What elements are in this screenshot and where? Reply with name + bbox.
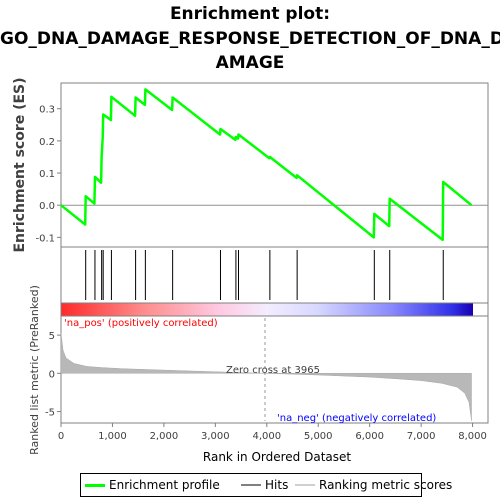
es-y-tick-label: 0.1 (39, 169, 55, 180)
metric-panel: -5 0 5 'na_pos' (positively correlated) 'n… (28, 285, 489, 455)
es-y-axis-label: Enrichment score (ES) (12, 77, 28, 252)
hit-markers (85, 250, 444, 300)
legend-swatch-metric (295, 484, 315, 486)
x-axis-label: Rank in Ordered Dataset (203, 450, 351, 464)
metric-y-tick-label: 5 (49, 331, 55, 342)
metric-y-axis-label: Ranked list metric (PreRanked) (28, 285, 41, 455)
x-tick-label: 7,000 (407, 431, 436, 442)
hits-panel (60, 246, 489, 304)
x-tick-label: 6,000 (355, 431, 384, 442)
ranking-metric-area (60, 332, 472, 421)
pos-label: 'na_pos' (positively correlated) (64, 318, 218, 329)
x-tick-label: 3,000 (201, 431, 230, 442)
es-y-ticks: -0.1 0.0 0.1 0.2 0.3 (35, 105, 61, 244)
chart-title-line-2: GO_DNA_DAMAGE_RESPONSE_DETECTION_OF_DNA_… (0, 29, 500, 49)
x-tick-label: 2,000 (150, 431, 179, 442)
es-y-tick-label: 0.3 (39, 105, 55, 116)
zero-cross-label: Zero cross at 3965 (226, 365, 320, 376)
legend: Enrichment profile Hits Ranking metric s… (80, 473, 452, 497)
es-y-tick-label: -0.1 (35, 233, 55, 244)
enrichment-line (60, 88, 473, 242)
legend-swatch-profile (85, 484, 105, 487)
metric-y-tick-label: -5 (45, 408, 55, 419)
x-tick-label: 4,000 (252, 431, 281, 442)
x-tick-label: 5,000 (304, 431, 333, 442)
chart-title-line-3: AMAGE (215, 53, 285, 73)
legend-label-metric: Ranking metric scores (319, 478, 453, 492)
neg-label: 'na_neg' (negatively correlated) (277, 413, 436, 424)
x-axis: 0 1,000 2,000 3,000 4,000 5,000 6,000 7,000 8,00… (58, 423, 487, 442)
es-panel: -0.1 0.0 0.1 0.2 0.3 Enrichment score (ES) (12, 77, 489, 253)
hits-panel-frame (60, 246, 489, 304)
chart-title-line-1: Enrichment plot: (169, 4, 331, 24)
x-tick-label: 0 (58, 431, 64, 442)
x-tick-label: 8,000 (458, 431, 487, 442)
metric-y-ticks: -5 0 5 (45, 331, 61, 419)
enrichment-profile-line (60, 88, 473, 242)
rank-color-bar (61, 303, 473, 316)
metric-y-tick-label: 0 (49, 369, 55, 380)
metric-panel-frame (60, 315, 489, 424)
legend-swatch-hits (241, 484, 261, 486)
legend-label-hits: Hits (265, 478, 289, 492)
es-y-tick-label: 0.2 (39, 137, 55, 148)
legend-label-profile: Enrichment profile (109, 478, 220, 492)
x-tick-label: 1,000 (98, 431, 127, 442)
es-y-tick-label: 0.0 (39, 201, 55, 212)
